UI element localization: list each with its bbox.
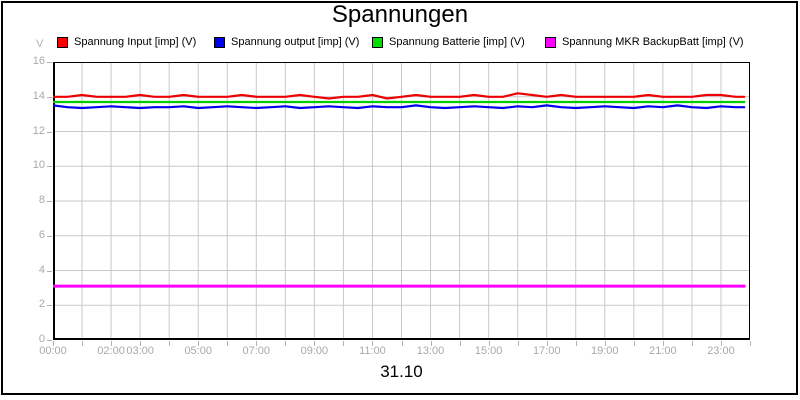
y-axis-tick-mark [47, 62, 52, 63]
y-axis-tick-label: 0 [38, 333, 45, 345]
y-axis-unit-label: V [36, 38, 44, 50]
y-axis-tick-label: 14 [32, 89, 45, 102]
x-axis-tick-label: 05:00 [184, 345, 212, 357]
legend: Spannung Input [imp] (V) Spannung output … [0, 36, 800, 50]
x-axis-tick-label: 11:00 [359, 345, 386, 357]
y-axis-tick-mark [47, 305, 52, 307]
y-axis-tick-label: 4 [38, 263, 45, 276]
x-axis-tick-mark [662, 341, 664, 346]
x-axis-tick-mark [633, 341, 635, 346]
series-line [53, 104, 746, 110]
x-axis-tick-mark [227, 341, 229, 346]
x-axis-tick-mark [401, 341, 403, 346]
legend-color-swatch [372, 36, 383, 48]
x-axis-tick-label: 00:00 [39, 345, 67, 357]
x-axis-tick-mark [256, 341, 258, 346]
x-axis-tick-mark [343, 341, 345, 346]
x-axis-tick-mark [575, 341, 577, 346]
plot-area [53, 62, 750, 340]
legend-item: Spannung MKR BackupBatt [imp] (V) [545, 36, 744, 48]
x-axis-tick-mark [140, 341, 142, 346]
x-axis-tick-mark [169, 341, 171, 346]
x-axis-tick-mark [720, 341, 722, 346]
x-axis-tick-mark [111, 341, 113, 346]
x-axis-tick-mark [198, 341, 200, 346]
x-axis-tick-label: 03:00 [126, 345, 154, 357]
legend-label: Spannung output [imp] (V) [231, 36, 360, 48]
x-axis-tick-label: 09:00 [300, 345, 329, 357]
chart-title: Spannungen [331, 1, 469, 28]
x-axis-tick-label: 19:00 [591, 345, 619, 357]
legend-color-swatch [57, 36, 68, 48]
x-axis-tick-mark [285, 341, 287, 346]
x-axis-tick-mark [691, 341, 693, 346]
x-axis-tick-label: 13:00 [416, 345, 445, 357]
x-axis-tick-mark [488, 341, 490, 346]
legend-item: Spannung output [imp] (V) [214, 36, 359, 48]
x-axis-tick-label: 15:00 [474, 345, 503, 357]
series-line [53, 92, 746, 100]
x-axis-tick-mark [82, 341, 84, 346]
y-axis-tick-mark [47, 166, 52, 168]
legend-item: Spannung Input [imp] (V) [57, 36, 196, 48]
y-axis-tick-mark [47, 235, 52, 237]
x-axis-tick-mark [750, 341, 751, 346]
y-axis-tick-mark [47, 96, 52, 98]
x-axis-date-label: 31.10 [380, 362, 423, 381]
x-axis-tick-label: 02:00 [97, 345, 125, 357]
y-axis-tick-label: 8 [38, 194, 45, 206]
y-axis-tick-mark [47, 340, 52, 341]
x-axis-tick-mark [314, 341, 316, 346]
x-axis-tick-mark [53, 341, 54, 346]
x-axis-tick-label: 17:00 [532, 345, 561, 357]
x-axis-tick-label: 07:00 [242, 345, 271, 357]
y-axis-tick-mark [47, 201, 52, 202]
x-axis-tick-label: 21:00 [649, 345, 677, 357]
legend-item: Spannung Batterie [imp] (V) [372, 36, 525, 48]
y-axis-tick-label: 16 [32, 55, 45, 67]
y-axis-tick-mark [47, 270, 52, 272]
y-axis-tick-label: 10 [32, 159, 45, 172]
x-axis-tick-label: 23:00 [707, 345, 735, 357]
y-axis-tick-label: 2 [38, 298, 45, 311]
legend-label: Spannung Input [imp] (V) [74, 36, 197, 48]
legend-label: Spannung MKR BackupBatt [imp] (V) [562, 36, 744, 48]
x-axis-tick-mark [430, 341, 432, 346]
y-axis-tick-label: 12 [32, 124, 45, 137]
legend-label: Spannung Batterie [imp] (V) [389, 36, 525, 48]
legend-color-swatch [545, 36, 556, 48]
y-axis-tick-label: 6 [38, 228, 45, 241]
x-axis-tick-mark [517, 341, 519, 346]
plot-svg [53, 62, 750, 340]
x-axis-tick-mark [604, 341, 606, 346]
y-axis-tick-mark [47, 131, 52, 133]
x-axis-tick-mark [372, 341, 374, 346]
x-axis-tick-mark [459, 341, 461, 346]
x-axis-tick-mark [546, 341, 548, 346]
legend-color-swatch [214, 36, 225, 48]
